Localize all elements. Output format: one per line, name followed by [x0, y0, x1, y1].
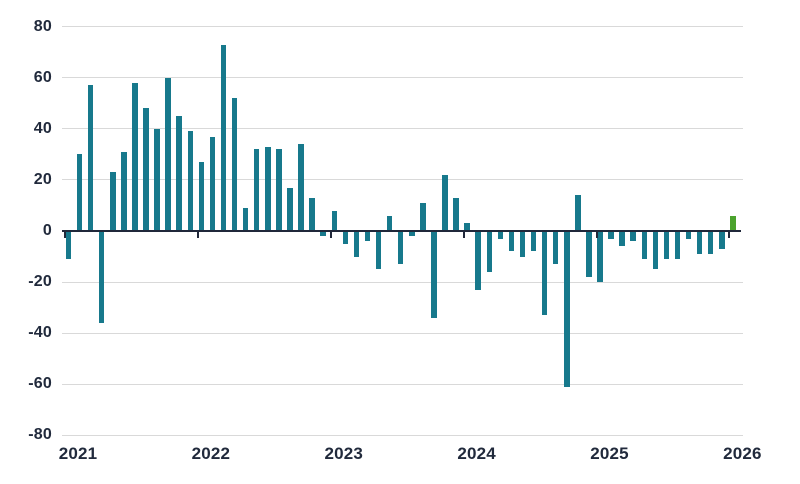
bar-2021-12	[187, 131, 194, 231]
bar-2025-05	[641, 231, 648, 260]
bar-2024-06	[519, 231, 526, 257]
bar-2021-05	[110, 172, 116, 231]
bar-2024-10	[564, 231, 570, 387]
bar-2025-06	[652, 231, 659, 270]
bar-2021-06	[121, 151, 127, 231]
bar-2021-08	[143, 108, 149, 231]
bar-2024-11	[575, 195, 581, 231]
x-axis-year-label-2024: 2024	[457, 444, 496, 463]
bar-2021-10	[165, 77, 171, 231]
bar-2023-04	[364, 231, 371, 242]
gridline-y-80	[62, 26, 743, 28]
bar-2021-03	[87, 85, 94, 231]
bar-2025-01	[597, 231, 603, 283]
bar-2024-09	[552, 231, 559, 265]
bar-2022-02	[209, 136, 216, 231]
bar-2025-04	[630, 231, 636, 242]
bar-2023-06	[386, 215, 393, 231]
y-axis-tick-label: 20	[33, 170, 52, 188]
bar-2025-07	[663, 231, 670, 260]
bar-2023-07	[397, 231, 404, 265]
bar-2024-07	[530, 231, 537, 252]
bar-2024-12	[586, 231, 592, 277]
bar-2022-11	[309, 197, 315, 231]
gridline-y-60	[62, 77, 743, 79]
bar-2026-01	[730, 215, 736, 231]
bar-2023-02	[342, 231, 349, 244]
bar-2022-05	[242, 208, 249, 231]
bar-2025-03	[619, 231, 625, 247]
x-axis-tick-2025	[595, 232, 598, 238]
bar-2022-06	[253, 149, 260, 231]
x-axis-year-label-2025: 2025	[590, 444, 629, 463]
bar-2023-01	[331, 210, 337, 231]
x-axis-tick-2026	[728, 232, 731, 238]
bar-2025-02	[608, 231, 614, 239]
zero-axis-line	[62, 230, 741, 232]
gridline-y--20	[62, 281, 743, 283]
bar-2021-01	[65, 231, 72, 260]
bar-2021-02	[76, 154, 83, 231]
x-axis-tick-2021	[64, 232, 66, 238]
gridline-y-40	[62, 128, 743, 130]
x-axis-tick-2022	[196, 232, 199, 238]
bar-2024-01	[464, 223, 470, 231]
bar-2022-01	[198, 162, 205, 231]
bar-2024-05	[508, 231, 515, 252]
bar-2025-10	[696, 231, 703, 254]
bar-2025-11	[707, 231, 714, 254]
bar-2025-09	[685, 231, 692, 239]
bar-2022-10	[298, 144, 304, 231]
gridline-y--60	[62, 383, 743, 385]
bar-2022-04	[231, 98, 238, 231]
y-axis-tick-label: -80	[28, 426, 52, 444]
gridline-y-20	[62, 179, 743, 181]
bar-2022-03	[220, 44, 227, 231]
y-axis-tick-label: -20	[28, 273, 52, 291]
x-axis-year-label-2026: 2026	[723, 444, 762, 463]
x-axis-year-label-2021: 2021	[58, 444, 98, 463]
bar-2021-07	[132, 82, 138, 231]
bar-2024-08	[541, 231, 548, 316]
bar-2023-09	[420, 202, 426, 231]
bar-2023-05	[375, 231, 382, 270]
bar-2025-08	[674, 231, 681, 260]
bar-2025-12	[719, 231, 725, 249]
x-axis-year-label-2022: 2022	[191, 444, 231, 463]
bar-2022-08	[276, 149, 282, 231]
bar-2021-09	[154, 128, 160, 231]
y-axis-tick-label: 80	[33, 17, 52, 35]
bar-2023-12	[453, 197, 459, 231]
gridline-y--40	[62, 332, 743, 334]
y-axis-tick-label: 0	[42, 222, 52, 239]
bar-2024-03	[486, 231, 493, 272]
y-axis-tick-label: 40	[33, 119, 52, 137]
bar-2022-12	[320, 231, 326, 237]
bar-2023-03	[353, 231, 360, 257]
x-axis-tick-2023	[329, 232, 332, 238]
y-axis-tick-label: 60	[33, 68, 52, 86]
bar-2022-09	[287, 187, 293, 231]
x-axis-tick-2024	[462, 232, 465, 238]
bar-2023-10	[431, 231, 437, 318]
bar-2021-04	[98, 231, 105, 323]
bar-2021-11	[176, 116, 182, 231]
x-axis-year-label-2023: 2023	[324, 444, 364, 463]
gridline-y--80	[62, 434, 743, 436]
y-axis-tick-label: -40	[28, 324, 52, 342]
y-axis-tick-label: -60	[28, 375, 52, 393]
bar-2023-08	[409, 231, 415, 237]
bar-2022-07	[265, 146, 271, 231]
bar-2023-11	[442, 174, 448, 231]
bar-2024-02	[475, 231, 481, 290]
bar-2024-04	[497, 231, 504, 239]
